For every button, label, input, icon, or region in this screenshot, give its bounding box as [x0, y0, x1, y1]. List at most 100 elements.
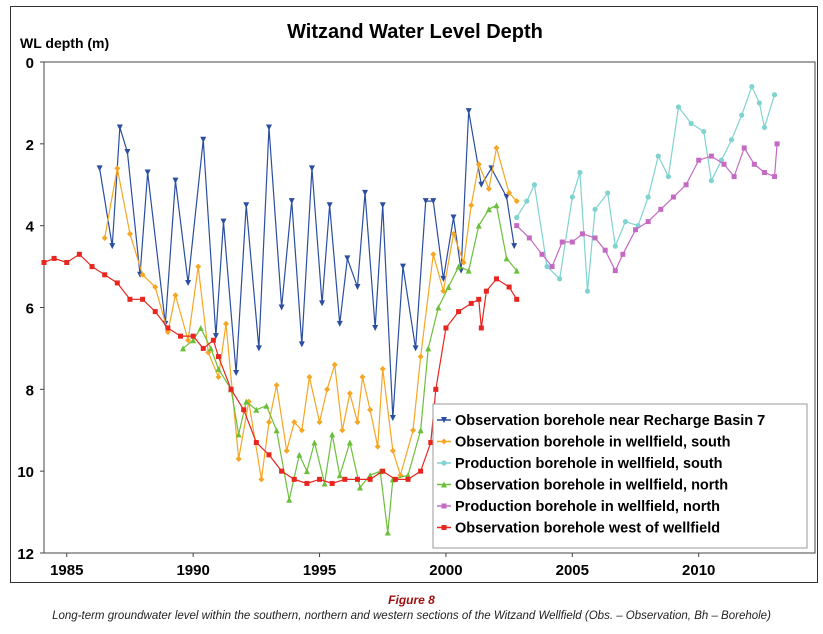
data-point: [428, 440, 434, 446]
series-0: [96, 108, 518, 421]
data-point: [331, 361, 338, 368]
data-point: [367, 476, 373, 482]
data-point: [96, 165, 103, 172]
y-tick-label: 4: [26, 219, 35, 236]
data-point: [756, 100, 762, 106]
data-point: [465, 108, 472, 115]
data-point: [235, 455, 242, 462]
data-point: [116, 124, 123, 131]
data-point: [215, 374, 222, 381]
data-point: [296, 451, 303, 458]
data-point: [306, 374, 313, 381]
data-point: [430, 198, 437, 205]
data-point: [265, 419, 272, 426]
data-point: [165, 325, 171, 331]
x-tick-label: 2010: [682, 562, 715, 579]
data-point: [557, 276, 563, 282]
data-point: [190, 337, 197, 344]
data-point: [109, 243, 116, 250]
data-point: [513, 198, 520, 205]
legend-marker: [441, 481, 447, 488]
data-point: [372, 324, 379, 331]
data-point: [410, 427, 417, 434]
data-point: [124, 149, 131, 156]
data-point: [708, 153, 714, 159]
data-point: [741, 145, 747, 151]
data-point: [190, 333, 196, 339]
data-point: [577, 169, 583, 176]
data-point: [321, 480, 328, 487]
data-point: [265, 124, 272, 131]
data-point: [584, 288, 591, 294]
data-point: [392, 476, 398, 482]
data-point: [579, 231, 585, 237]
data-point: [513, 267, 520, 274]
data-point: [485, 206, 492, 213]
data-point: [774, 141, 780, 147]
data-point: [405, 472, 412, 479]
data-point: [493, 144, 500, 151]
legend-label: Observation borehole near Recharge Basin…: [455, 413, 765, 429]
data-point: [319, 300, 326, 307]
data-point: [503, 255, 510, 262]
data-point: [514, 214, 520, 221]
data-point: [569, 239, 575, 245]
data-point: [701, 128, 707, 135]
data-point: [114, 280, 120, 286]
series-2: [514, 83, 778, 294]
data-point: [41, 259, 47, 265]
data-point: [329, 480, 335, 486]
figure-caption: Long-term groundwater level within the s…: [52, 610, 771, 622]
series-line: [99, 110, 515, 419]
data-point: [503, 194, 510, 201]
data-point: [185, 337, 192, 344]
data-point: [346, 439, 353, 446]
series-5: [41, 251, 520, 486]
y-tick-label: 0: [26, 55, 34, 72]
data-point: [531, 182, 538, 188]
data-point: [772, 174, 778, 180]
data-point: [412, 345, 419, 352]
data-point: [172, 292, 179, 299]
data-point: [288, 198, 295, 205]
data-point: [144, 169, 151, 176]
data-point: [450, 230, 457, 237]
data-point: [612, 268, 618, 274]
data-point: [417, 427, 424, 434]
data-point: [89, 264, 95, 270]
y-tick-label: 8: [26, 382, 34, 399]
data-point: [253, 440, 259, 446]
data-point: [291, 476, 297, 482]
data-point: [602, 247, 608, 253]
data-point: [485, 185, 492, 192]
data-point: [180, 345, 187, 352]
data-point: [379, 202, 386, 209]
y-axis-label: WL depth (m): [20, 35, 109, 51]
data-point: [683, 182, 689, 188]
x-tick-label: 1990: [176, 562, 209, 579]
data-point: [336, 472, 343, 479]
data-point: [417, 353, 424, 360]
data-point: [549, 264, 555, 270]
y-tick-label: 10: [17, 464, 34, 481]
data-point: [483, 288, 489, 294]
data-point: [354, 419, 361, 426]
data-point: [367, 406, 374, 413]
data-point: [506, 284, 512, 290]
legend-marker: [441, 460, 447, 466]
data-point: [476, 296, 482, 302]
data-point: [620, 251, 626, 257]
data-point: [286, 496, 293, 503]
data-point: [478, 181, 485, 188]
data-point: [456, 309, 462, 315]
data-point: [761, 124, 768, 131]
data-point: [367, 472, 374, 479]
data-point: [514, 296, 520, 302]
data-point: [731, 174, 737, 180]
data-point: [215, 365, 222, 372]
data-point: [468, 202, 475, 209]
series-4: [514, 141, 780, 274]
data-point: [223, 320, 230, 327]
data-point: [283, 447, 290, 454]
data-point: [210, 337, 216, 343]
